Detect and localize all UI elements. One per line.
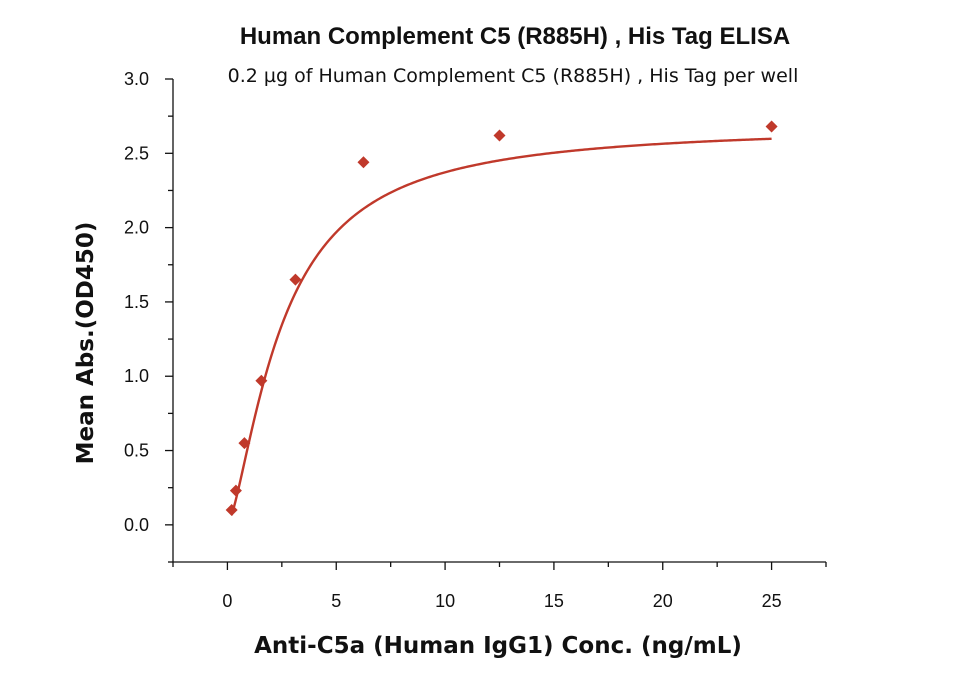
x-tick-label: 0 [222,591,232,611]
data-point [493,129,506,142]
data-point [255,374,268,387]
data-point [357,156,370,169]
data-point [229,484,242,497]
y-tick-label: 0.5 [124,441,149,461]
x-tick-label: 25 [762,591,782,611]
x-tick-label: 5 [331,591,341,611]
x-axis-ticks: 0 5 10 15 20 25 [172,562,827,611]
x-tick-label: 20 [653,591,673,611]
data-point [238,437,251,450]
y-tick-label: 3.0 [124,69,149,89]
y-axis-label: Mean Abs.(OD450) [73,222,99,465]
y-tick-label: 0.0 [124,515,149,535]
plot-area [225,120,778,516]
data-point [289,273,302,286]
x-tick-label: 15 [544,591,564,611]
y-tick-label: 2.0 [124,218,149,238]
axes [172,79,826,563]
y-tick-label: 2.5 [124,143,149,163]
data-point [225,503,238,516]
fit-curve [230,137,772,516]
data-point [765,120,778,133]
y-tick-label: 1.5 [124,292,149,312]
chart-title: Human Complement C5 (R885H) , His Tag EL… [240,23,790,50]
x-tick-label: 10 [435,591,455,611]
x-axis-label: Anti-C5a (Human IgG1) Conc. (ng/mL) [254,633,742,659]
y-tick-label: 1.0 [124,366,149,386]
y-axis-ticks: 0.0 0.5 1.0 1.5 2.0 2.5 3.0 [124,69,173,563]
chart-subtitle: 0.2 µg of Human Complement C5 (R885H) , … [228,65,799,87]
